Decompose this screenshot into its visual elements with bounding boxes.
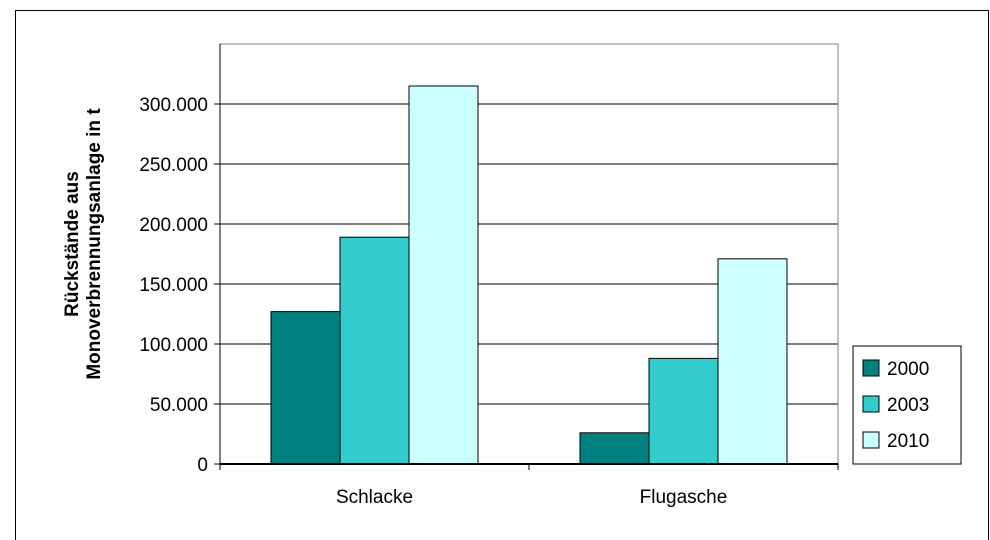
legend-swatch-2000 <box>862 359 880 377</box>
legend-swatch-2003 <box>862 395 880 413</box>
bar-flugasche-2000 <box>579 432 650 465</box>
y-axis-label-line-1: Rückstände aus <box>62 171 83 317</box>
bar-schlacke-2010 <box>408 85 479 465</box>
legend-label-2003: 2003 <box>887 395 929 416</box>
y-tick-label: 250.000 <box>139 155 208 176</box>
y-axis-label-line-2: Monoverbrennungsanlage in t <box>84 108 105 380</box>
bar-schlacke-2000 <box>270 311 341 465</box>
y-tick-labels: 0 50.000 100.000 150.000 200.000 250.000 300.0… <box>139 95 208 476</box>
chart-frame <box>15 10 989 540</box>
y-tick-label: 0 <box>197 455 208 476</box>
bars <box>270 85 788 465</box>
bar-flugasche-2003 <box>648 357 719 465</box>
bar-flugasche-2010 <box>717 258 788 465</box>
legend-label-2000: 2000 <box>887 359 929 380</box>
legend: 2000 2003 2010 <box>852 345 962 465</box>
legend-label-2010: 2010 <box>887 431 929 452</box>
y-tick-label: 100.000 <box>139 335 208 356</box>
y-tick-label: 300.000 <box>139 95 208 116</box>
axes <box>214 44 839 470</box>
x-tick-label: Flugasche <box>640 487 728 508</box>
y-tick-label: 200.000 <box>139 215 208 236</box>
y-tick-label: 50.000 <box>150 395 208 416</box>
bar-schlacke-2003 <box>339 236 410 465</box>
x-tick-label: Schlacke <box>336 487 413 508</box>
y-tick-label: 150.000 <box>139 275 208 296</box>
legend-swatch-2010 <box>862 431 880 449</box>
x-tick-labels: Schlacke Flugasche <box>336 487 727 508</box>
